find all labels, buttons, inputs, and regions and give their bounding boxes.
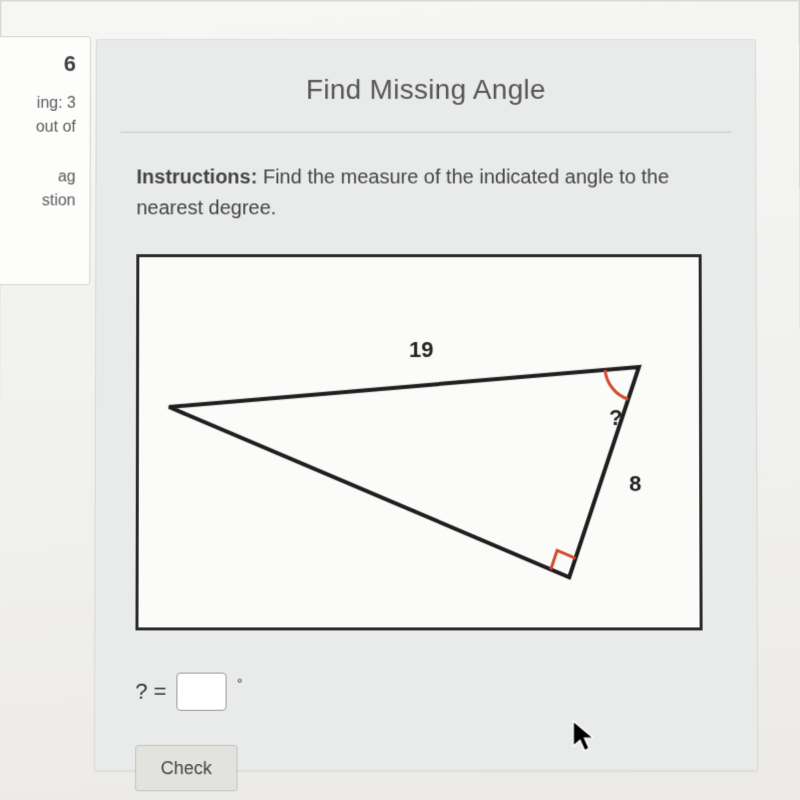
question-number: 6 [0,51,76,77]
check-button[interactable]: Check [135,745,237,791]
check-button-label: Check [161,758,212,779]
triangle-figure [138,257,699,627]
instructions-label: Instructions: [136,167,257,189]
card-title: Find Missing Angle [97,40,755,131]
question-nav-card: 6 ing: 3 out of ag stion [0,36,91,285]
answer-input[interactable] [177,673,227,711]
flag-label-1: ag [0,169,76,187]
side-label: 8 [629,471,641,497]
instructions: Instructions: Find the measure of the in… [96,133,755,247]
flag-label-2: stion [0,192,76,210]
degree-symbol: ° [237,676,243,692]
remaining-label: ing: 3 [0,95,76,113]
answer-prefix: ? = [135,679,166,705]
hypotenuse-label: 19 [409,337,433,363]
answer-row: ? = ° [95,630,757,710]
figure-box: 19 8 ? [135,254,702,630]
outof-label: out of [0,119,76,137]
question-card: Find Missing Angle Instructions: Find th… [94,39,758,771]
unknown-angle-label: ? [609,405,623,431]
